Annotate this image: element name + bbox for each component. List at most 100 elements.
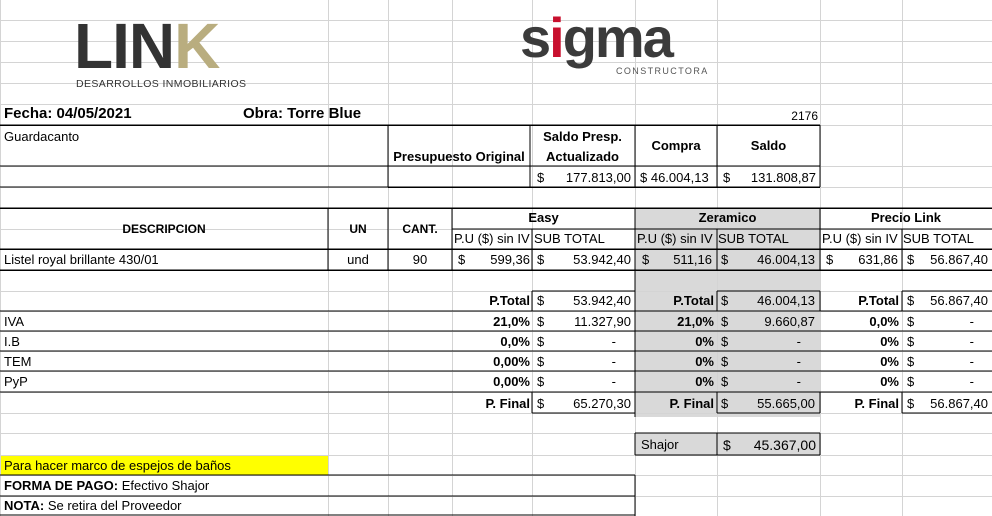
shajor-value: 45.367,00 xyxy=(753,437,816,453)
zeramico-tax-currency: $ xyxy=(721,314,729,329)
link-tax-rate: 0% xyxy=(880,374,899,389)
fecha-label: Fecha: 04/05/2021 xyxy=(4,105,132,122)
link-wordmark: LINK xyxy=(74,10,220,82)
easy-tax-rate: 0,0% xyxy=(500,334,530,349)
zeramico-ptotal-currency: $ xyxy=(721,293,729,308)
tax-label: TEM xyxy=(4,354,32,369)
forma-de-pago: FORMA DE PAGO: Efectivo Shajor xyxy=(4,476,209,496)
link-pu-currency: $ xyxy=(826,252,834,267)
easy-pfinal-label: P. Final xyxy=(485,396,530,411)
highlight-note: Para hacer marco de espejos de baños xyxy=(4,458,231,473)
zeramico-subtotal-header: SUB TOTAL xyxy=(718,231,789,246)
zeramico-tax-value: 9.660,87 xyxy=(764,314,815,329)
link-tax-value: - xyxy=(969,334,974,349)
easy-pfinal-value: 65.270,30 xyxy=(573,396,631,411)
tax-label: I.B xyxy=(4,334,20,349)
row-cant: 90 xyxy=(412,252,428,267)
link-subtitle: DESARROLLOS INMOBILIARIOS xyxy=(76,78,247,90)
easy-sub-currency: $ xyxy=(537,252,545,267)
row-un: und xyxy=(347,252,369,267)
zeramico-tax-rate: 0% xyxy=(695,334,714,349)
link-tax-rate: 0,0% xyxy=(869,314,899,329)
saldo-value: 131.808,87 xyxy=(750,170,816,185)
zeramico-pfinal-label: P. Final xyxy=(669,396,714,411)
zeramico-column-shade xyxy=(635,209,820,417)
obra-label: Obra: Torre Blue xyxy=(243,105,362,122)
compra-header: Compra xyxy=(651,138,701,153)
col-cant-header: CANT. xyxy=(402,222,438,236)
saldo-header: Saldo xyxy=(750,138,787,153)
easy-sub-value: 53.942,40 xyxy=(573,252,631,267)
zeramico-sub-currency: $ xyxy=(721,252,729,267)
link-tax-rate: 0% xyxy=(880,334,899,349)
link-tax-currency: $ xyxy=(907,314,915,329)
easy-tax-rate: 0,00% xyxy=(493,374,530,389)
zeramico-tax-rate: 0% xyxy=(695,374,714,389)
col-descripcion-header: DESCRIPCION xyxy=(122,222,206,236)
easy-tax-value: 11.327,90 xyxy=(574,314,631,329)
saldo-currency: $ xyxy=(723,170,731,185)
link-tax-currency: $ xyxy=(907,354,915,369)
zeramico-tax-currency: $ xyxy=(721,354,729,369)
link-tax-currency: $ xyxy=(907,334,915,349)
easy-ptotal-value: 53.942,40 xyxy=(573,293,631,308)
link-sub-value: 56.867,40 xyxy=(930,252,988,267)
zeramico-pu-currency: $ xyxy=(642,252,650,267)
zeramico-pu-value: 511,16 xyxy=(673,252,712,267)
easy-tax-value: - xyxy=(611,354,616,369)
presupuesto-original-header: Presupuesto Original xyxy=(393,149,525,164)
link-subtotal-header: SUB TOTAL xyxy=(903,231,974,246)
forma-label: FORMA DE PAGO: xyxy=(4,478,119,493)
easy-tax-rate: 21,0% xyxy=(493,314,530,329)
link-pfinal-currency: $ xyxy=(907,396,915,411)
compra-value: $ 46.004,13 xyxy=(640,170,709,185)
easy-tax-currency: $ xyxy=(537,374,545,389)
zeramico-tax-value: - xyxy=(796,374,801,389)
easy-tax-rate: 0,00% xyxy=(493,354,530,369)
zeramico-tax-currency: $ xyxy=(721,334,729,349)
vendor-link-header: Precio Link xyxy=(870,210,942,225)
nota-label: NOTA: xyxy=(4,498,45,513)
link-logo: LINK DESARROLLOS INMOBILIARIOS xyxy=(74,14,264,94)
link-pu-value: 631,86 xyxy=(858,252,898,267)
zeramico-ptotal-value: 46.004,13 xyxy=(757,293,815,308)
easy-subtotal-header: SUB TOTAL xyxy=(534,231,605,246)
saldo-presp-header-2: Actualizado xyxy=(546,149,619,164)
sigma-wordmark: sigma xyxy=(520,6,674,69)
easy-ptotal-currency: $ xyxy=(537,293,545,308)
sigma-subtitle: CONSTRUCTORA xyxy=(616,66,709,76)
forma-value: Efectivo Shajor xyxy=(118,478,210,493)
easy-tax-value: - xyxy=(611,334,616,349)
highlight-note-bg xyxy=(0,455,328,475)
easy-pu-value: 599,36 xyxy=(490,252,530,267)
link-tax-value: - xyxy=(969,354,974,369)
zeramico-pfinal-currency: $ xyxy=(721,396,729,411)
easy-pu-header: P.U ($) sin IV xyxy=(454,231,530,246)
easy-pfinal-currency: $ xyxy=(537,396,545,411)
link-tax-rate: 0% xyxy=(880,354,899,369)
link-tax-value: - xyxy=(969,314,974,329)
doc-number: 2176 xyxy=(791,109,818,123)
zeramico-tax-rate: 21,0% xyxy=(677,314,714,329)
vendor-easy-header: Easy xyxy=(528,210,559,225)
easy-ptotal-label: P.Total xyxy=(489,293,530,308)
nota-value: Se retira del Proveedor xyxy=(44,498,182,513)
easy-tax-currency: $ xyxy=(537,354,545,369)
link-tax-value: - xyxy=(969,374,974,389)
zeramico-ptotal-label: P.Total xyxy=(673,293,714,308)
link-tax-currency: $ xyxy=(907,374,915,389)
item-name: Guardacanto xyxy=(4,129,80,144)
easy-tax-value: - xyxy=(611,374,616,389)
row-descripcion: Listel royal brillante 430/01 xyxy=(4,252,159,267)
link-ptotal-value: 56.867,40 xyxy=(930,293,988,308)
link-pfinal-label: P. Final xyxy=(854,396,899,411)
zeramico-tax-value: - xyxy=(796,334,801,349)
link-ptotal-currency: $ xyxy=(907,293,915,308)
nota: NOTA: Se retira del Proveedor xyxy=(4,496,182,516)
easy-pu-currency: $ xyxy=(458,252,466,267)
zeramico-tax-value: - xyxy=(796,354,801,369)
saldo-presp-header-1: Saldo Presp. xyxy=(543,129,622,144)
col-un-header: UN xyxy=(349,222,367,236)
tax-label: IVA xyxy=(4,314,24,329)
shajor-currency: $ xyxy=(723,437,731,453)
